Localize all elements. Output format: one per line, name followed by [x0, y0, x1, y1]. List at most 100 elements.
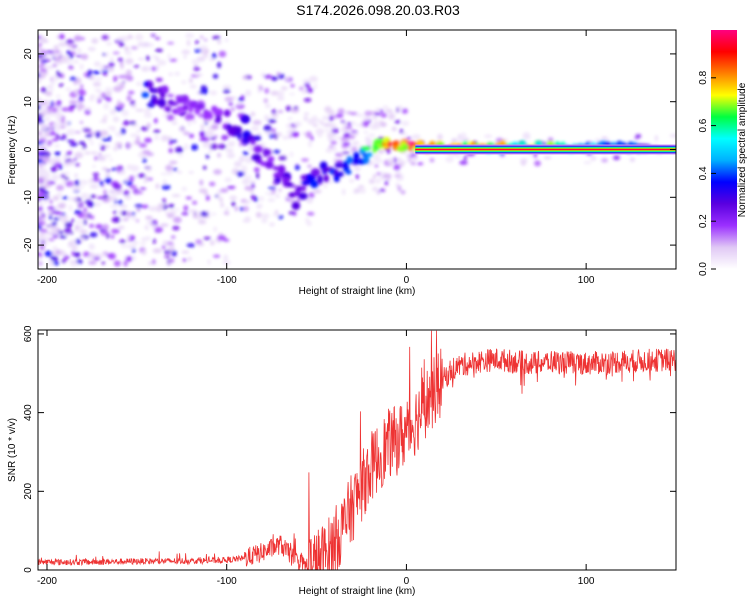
noise-speckle [66, 50, 71, 55]
noise-speckle [124, 50, 132, 56]
noise-speckle [94, 77, 102, 81]
noise-speckle [56, 192, 63, 197]
noise-speckle [247, 145, 255, 152]
noise-speckle [68, 183, 74, 187]
noise-speckle [289, 92, 296, 96]
signal-ridge-blob [273, 166, 279, 171]
signal-ridge-blob [301, 180, 311, 186]
noise-speckle [55, 133, 60, 140]
noise-speckle [62, 214, 69, 221]
noise-speckle [245, 89, 252, 97]
noise-speckle [355, 175, 359, 179]
noise-speckle [185, 33, 195, 39]
noise-speckle [325, 148, 333, 153]
noise-speckle [97, 155, 107, 162]
noise-speckle [590, 155, 597, 161]
signal-ridge-blob [253, 145, 263, 154]
noise-speckle [155, 48, 163, 53]
noise-speckle [38, 211, 43, 218]
noise-speckle [42, 151, 51, 158]
noise-speckle [63, 255, 68, 262]
noise-speckle [183, 205, 189, 212]
noise-speckle [69, 52, 74, 60]
noise-speckle [520, 158, 528, 163]
signal-ridge-blob [157, 98, 166, 108]
noise-speckle [89, 243, 94, 247]
noise-speckle [131, 212, 136, 216]
x-tick-label: -200 [37, 275, 57, 286]
noise-speckle [140, 126, 149, 131]
noise-speckle [168, 203, 175, 209]
noise-speckle [188, 171, 195, 174]
noise-speckle [43, 92, 53, 95]
noise-speckle [38, 104, 41, 110]
noise-speckle [206, 210, 210, 213]
noise-speckle [141, 66, 150, 72]
y-tick-label: 0 [23, 567, 34, 573]
noise-speckle [79, 179, 89, 185]
noise-speckle [38, 169, 46, 173]
noise-speckle [349, 135, 355, 140]
noise-speckle [95, 131, 102, 138]
noise-speckle [169, 139, 178, 143]
noise-speckle [154, 134, 159, 141]
signal-ridge-blob [310, 168, 321, 177]
noise-speckle [162, 198, 166, 203]
noise-speckle [346, 145, 353, 149]
noise-speckle [342, 121, 347, 127]
noise-speckle [71, 47, 77, 50]
noise-speckle [166, 261, 173, 265]
noise-speckle [123, 260, 128, 267]
y-tick-label: 10 [23, 96, 34, 108]
noise-speckle [270, 90, 279, 96]
noise-speckle [167, 53, 171, 60]
noise-speckle [306, 197, 314, 204]
noise-speckle [299, 86, 304, 91]
noise-speckle [101, 137, 109, 142]
noise-speckle [46, 172, 50, 179]
noise-speckle [547, 137, 554, 143]
noise-speckle [110, 57, 114, 62]
noise-speckle [43, 183, 51, 189]
noise-speckle [168, 72, 173, 76]
noise-speckle [107, 252, 116, 260]
noise-speckle [163, 136, 173, 141]
noise-speckle [355, 113, 364, 117]
snr-plot-area [38, 330, 676, 570]
noise-speckle [130, 46, 138, 50]
noise-speckle [162, 240, 168, 246]
noise-speckle [191, 58, 200, 65]
noise-speckle [146, 152, 154, 157]
noise-speckle [146, 219, 153, 226]
noise-speckle [222, 84, 232, 90]
noise-speckle [106, 169, 111, 172]
noise-speckle [263, 114, 270, 121]
signal-ridge-blob [188, 106, 193, 113]
noise-speckle [75, 224, 80, 231]
noise-speckle [250, 194, 255, 201]
noise-speckle [84, 151, 91, 155]
signal-ridge-blob [298, 192, 308, 200]
noise-speckle [601, 158, 608, 163]
noise-speckle [95, 224, 103, 229]
noise-speckle [153, 129, 161, 134]
noise-speckle [328, 145, 334, 149]
noise-speckle [38, 232, 45, 239]
noise-speckle [219, 188, 229, 193]
noise-speckle [224, 120, 231, 125]
noise-speckle [223, 238, 230, 242]
noise-speckle [401, 132, 408, 136]
noise-speckle [307, 164, 312, 168]
noise-speckle [118, 42, 125, 47]
noise-speckle [39, 244, 45, 251]
noise-speckle [79, 230, 88, 234]
noise-speckle [75, 201, 80, 205]
noise-speckle [129, 35, 134, 39]
noise-speckle [85, 107, 92, 111]
noise-speckle [187, 120, 191, 127]
noise-speckle [87, 254, 94, 261]
noise-speckle [95, 202, 101, 207]
noise-speckle [68, 100, 78, 104]
noise-speckle [83, 212, 89, 219]
noise-speckle [74, 157, 78, 161]
